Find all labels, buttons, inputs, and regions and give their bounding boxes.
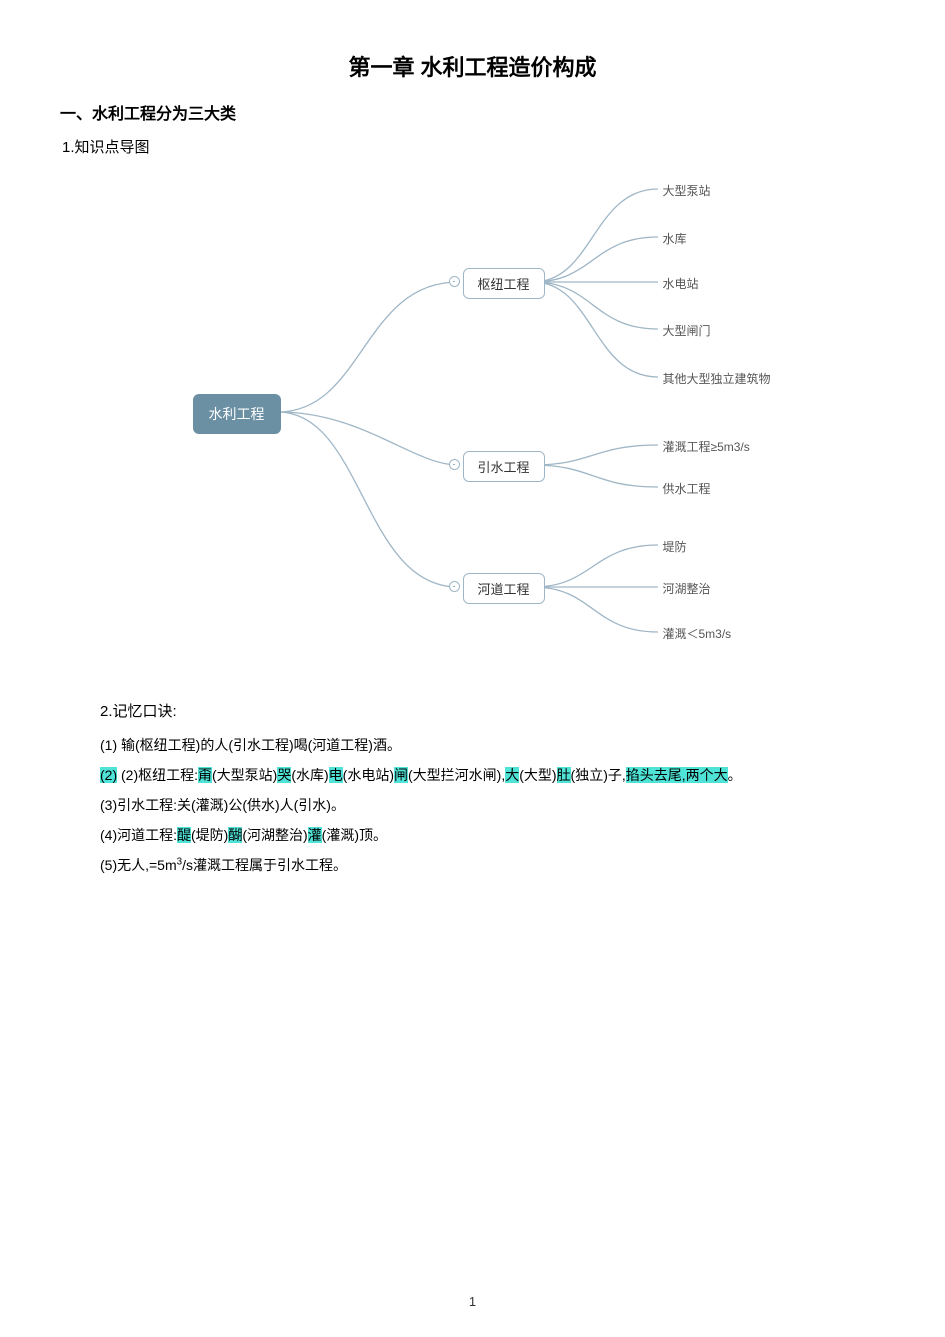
text: (灌溉)顶。 bbox=[322, 827, 387, 843]
mindmap-leaf: 灌溉＜5m3/s bbox=[663, 625, 732, 642]
highlight-text: 电 bbox=[329, 767, 343, 783]
mindmap-leaf: 堤防 bbox=[663, 538, 687, 555]
mindmap-leaf: 供水工程 bbox=[663, 480, 711, 497]
highlight-text: 哭 bbox=[277, 767, 291, 783]
mindmap-leaf: 其他大型独立建筑物 bbox=[663, 370, 771, 387]
mnemonic-line-3: (3)引水工程:关(灌溉)公(供水)人(引水)。 bbox=[100, 791, 885, 819]
toggle-icon: - bbox=[449, 459, 460, 470]
mindmap-branch-1: 枢纽工程 bbox=[463, 268, 545, 299]
text: (水库) bbox=[291, 767, 328, 783]
text: (4)河道工程: bbox=[100, 827, 177, 843]
mindmap-leaf: 水电站 bbox=[663, 275, 699, 292]
text: (堤防) bbox=[191, 827, 228, 843]
mnemonic-section: 2.记忆口诀: (1) 输(枢纽工程)的人(引水工程)喝(河道工程)酒。 (2)… bbox=[100, 697, 885, 879]
mindmap-leaf: 河湖整治 bbox=[663, 580, 711, 597]
text: /s灌溉工程属于引水工程。 bbox=[182, 857, 347, 873]
text: (5)无人,=5m bbox=[100, 857, 177, 873]
highlight-text: 肚 bbox=[557, 767, 571, 783]
mnemonic-line-4: (4)河道工程:醍(堤防)醐(河湖整治)灌(灌溉)顶。 bbox=[100, 821, 885, 849]
highlight-text: 大 bbox=[505, 767, 519, 783]
section-heading: 一、水利工程分为三大类 bbox=[60, 100, 885, 124]
highlight-text: 甭 bbox=[198, 767, 212, 783]
text: (2)枢纽工程: bbox=[117, 767, 198, 783]
highlight-text: 醍 bbox=[177, 827, 191, 843]
text: (独立)子, bbox=[571, 767, 626, 783]
mindmap-leaf: 大型闸门 bbox=[663, 322, 711, 339]
mindmap-leaf: 灌溉工程≥5m3/s bbox=[663, 438, 750, 455]
mnemonic-line-5: (5)无人,=5m3/s灌溉工程属于引水工程。 bbox=[100, 851, 885, 879]
mnemonic-heading: 2.记忆口诀: bbox=[100, 697, 885, 727]
toggle-icon: - bbox=[449, 276, 460, 287]
text: (大型拦河水闸), bbox=[408, 767, 505, 783]
text: (河湖整治) bbox=[242, 827, 307, 843]
mindmap-branch-2: 引水工程 bbox=[463, 451, 545, 482]
chapter-title: 第一章 水利工程造价构成 bbox=[60, 50, 885, 82]
mindmap-branch-3: 河道工程 bbox=[463, 573, 545, 604]
toggle-icon: - bbox=[449, 581, 460, 592]
mnemonic-line-1: (1) 输(枢纽工程)的人(引水工程)喝(河道工程)酒。 bbox=[100, 731, 885, 759]
sub-heading-1: 1.知识点导图 bbox=[62, 136, 885, 157]
mindmap-leaf: 大型泵站 bbox=[663, 182, 711, 199]
text: 。 bbox=[728, 767, 742, 783]
highlight-text: 灌 bbox=[308, 827, 322, 843]
text: (水电站) bbox=[343, 767, 394, 783]
highlight-text: 闸 bbox=[394, 767, 408, 783]
mnemonic-line-2: (2) (2)枢纽工程:甭(大型泵站)哭(水库)电(水电站)闸(大型拦河水闸),… bbox=[100, 761, 885, 789]
mindmap-diagram: - - - 水利工程 枢纽工程 引水工程 河道工程 大型泵站 水库 水电站 大型… bbox=[60, 167, 885, 667]
highlight-text: (2) bbox=[100, 767, 117, 783]
highlight-text: 醐 bbox=[228, 827, 242, 843]
mindmap-leaf: 水库 bbox=[663, 230, 687, 247]
text: (大型泵站) bbox=[212, 767, 277, 783]
mindmap-root: 水利工程 bbox=[193, 394, 281, 434]
page-number: 1 bbox=[0, 1294, 945, 1309]
highlight-text: 掐头去尾,两个大 bbox=[626, 767, 728, 783]
text: (大型) bbox=[519, 767, 556, 783]
